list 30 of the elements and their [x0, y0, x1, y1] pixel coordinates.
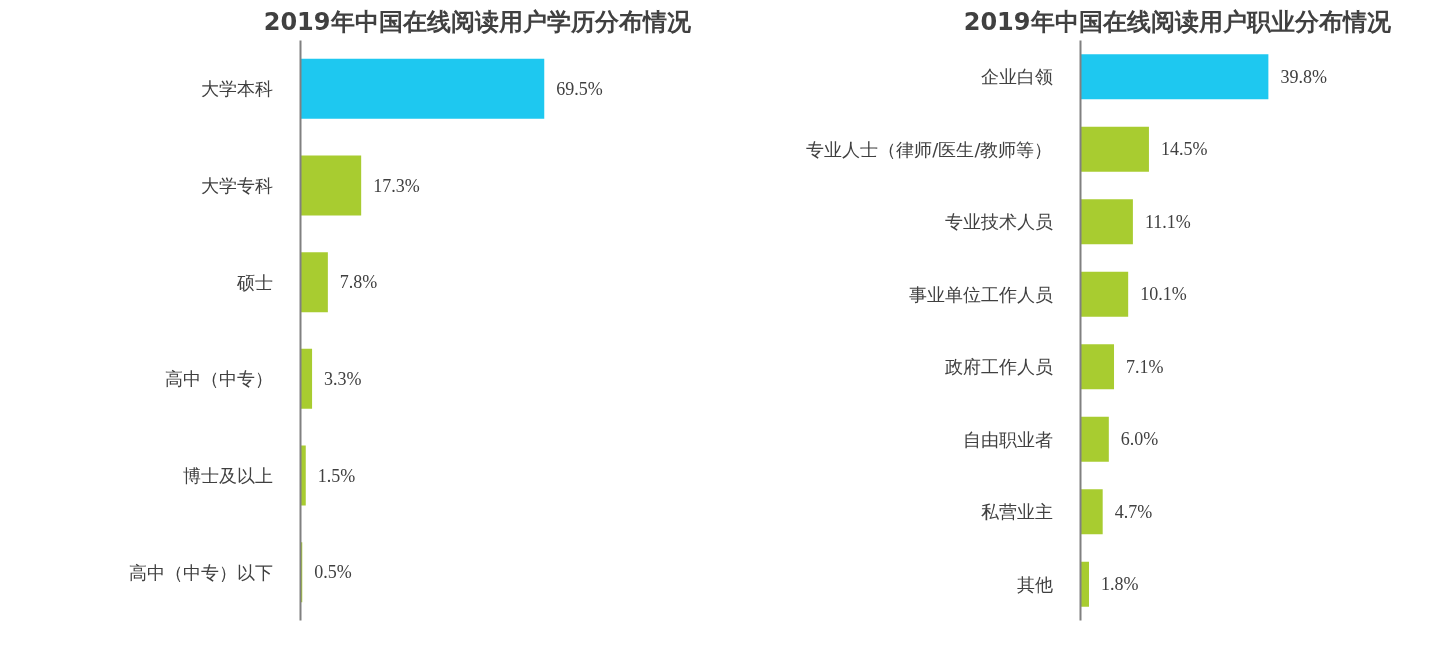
y-tick-label: 私营业主	[980, 501, 1053, 523]
y-tick-label: 自由职业者	[962, 428, 1053, 450]
y-tick-label: 专业技术人员	[944, 211, 1053, 233]
y-tick-label: 博士及以上	[182, 465, 273, 486]
y-tick-label: 大学专科	[200, 175, 273, 196]
y-tick-label: 高中（中专）	[164, 368, 273, 390]
y-tick-label: 大学本科	[200, 78, 273, 100]
y-tick-label: 高中（中专）以下	[128, 561, 273, 583]
y-tick-label: 政府工作人员	[944, 356, 1053, 378]
data-label: 7.1%	[1126, 356, 1164, 377]
data-label: 11.1%	[1144, 211, 1191, 232]
data-label: 14.5%	[1160, 139, 1208, 160]
data-label: 6.0%	[1120, 429, 1159, 450]
y-tick-label: 专业人士（律师/医生/教师等）	[806, 138, 1053, 160]
chart-title: 2019年中国在线阅读用户职业分布情况	[963, 7, 1392, 36]
data-label: 3.3%	[324, 368, 362, 389]
y-tick-label: 其他	[1016, 573, 1053, 595]
data-label: 69.5%	[556, 78, 603, 99]
y-tick-label: 事业单位工作人员	[908, 283, 1053, 305]
data-label: 39.8%	[1280, 66, 1327, 87]
data-label: 7.8%	[339, 272, 378, 293]
data-label: 1.8%	[1101, 574, 1139, 595]
y-tick-label: 企业白领	[980, 66, 1053, 88]
data-label: 10.1%	[1140, 284, 1187, 305]
data-label: 17.3%	[373, 175, 420, 196]
y-tick-label: 硕士	[235, 271, 273, 293]
chart-title: 2019年中国在线阅读用户学历分布情况	[263, 7, 692, 36]
data-label: 0.5%	[314, 562, 352, 583]
data-label: 4.7%	[1114, 501, 1153, 522]
data-label: 1.5%	[317, 465, 356, 486]
